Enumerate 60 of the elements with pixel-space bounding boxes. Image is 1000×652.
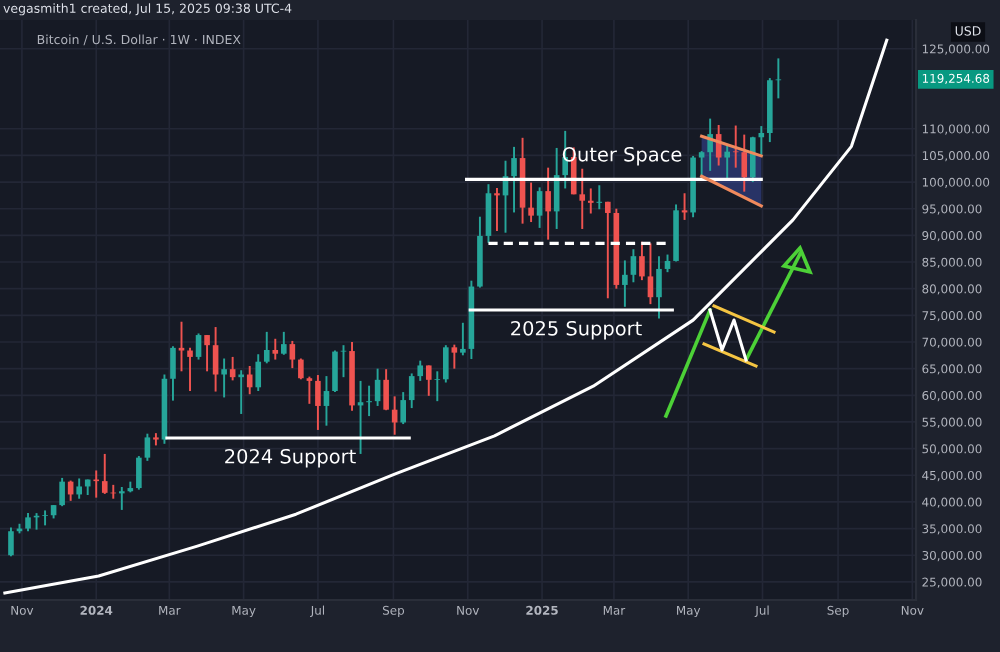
candlestick — [42, 509, 48, 527]
candlestick — [255, 353, 262, 392]
candlestick — [451, 343, 458, 370]
candlestick — [212, 326, 219, 393]
candlestick — [272, 337, 279, 361]
candlestick — [656, 255, 662, 320]
candlestick — [383, 368, 389, 412]
candlestick — [443, 344, 449, 384]
annotation: 2024 Support — [225, 448, 356, 468]
candlestick — [289, 339, 296, 370]
candlestick — [732, 124, 739, 169]
candlestick — [698, 150, 705, 180]
candlestick — [511, 145, 517, 214]
candlestick — [485, 183, 492, 244]
candlestick — [639, 240, 645, 282]
candlestick — [605, 200, 611, 300]
candlestick — [536, 186, 543, 229]
candlestick — [59, 476, 65, 508]
candlestick — [340, 344, 347, 379]
candlestick — [545, 166, 551, 241]
candlestick — [263, 330, 270, 365]
candlestick — [281, 330, 287, 356]
annotation: 2025 Support — [511, 320, 642, 340]
candlestick — [136, 455, 142, 491]
candlestick — [204, 334, 210, 373]
candlestick — [460, 321, 466, 357]
candlestick — [76, 477, 82, 500]
line-series — [3, 38, 889, 595]
candlestick — [306, 375, 313, 405]
candlestick — [119, 486, 125, 511]
candlestick — [417, 359, 424, 382]
candlestick — [8, 526, 14, 558]
candlestick — [494, 186, 500, 233]
candlestick — [647, 242, 654, 306]
candlestick — [775, 57, 782, 100]
candlestick — [400, 391, 406, 426]
candlestick — [587, 187, 594, 215]
candlestick — [366, 384, 372, 418]
candlestick — [246, 365, 253, 396]
candlestick — [144, 432, 151, 462]
candlestick — [425, 364, 432, 397]
candlestick — [221, 357, 227, 399]
candlestick — [434, 370, 441, 403]
candlestick — [315, 374, 321, 431]
candlestick — [187, 346, 193, 392]
candlestick — [178, 320, 185, 373]
candlestick — [622, 259, 628, 308]
candlestick — [101, 452, 108, 495]
candlestick — [741, 133, 748, 193]
candlestick — [579, 167, 586, 230]
candlestick — [195, 332, 202, 361]
candlestick — [528, 181, 534, 224]
candlestick — [298, 357, 304, 381]
candlestick — [170, 345, 176, 402]
candlestick — [630, 248, 637, 284]
candlestick — [25, 512, 31, 533]
candlestick — [408, 372, 415, 410]
candlestick — [596, 184, 603, 211]
candlestick — [332, 349, 338, 394]
candlestick — [724, 144, 730, 181]
